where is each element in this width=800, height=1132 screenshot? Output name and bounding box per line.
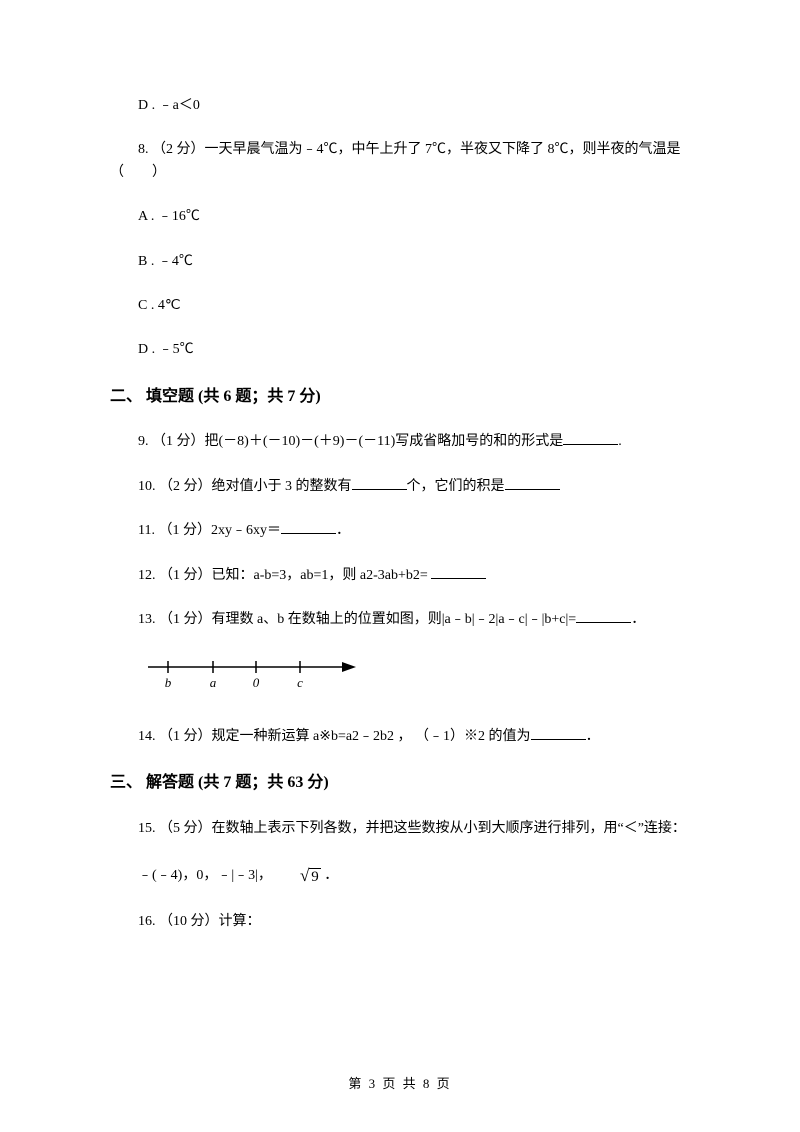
page-footer: 第 3 页 共 8 页 (0, 1073, 800, 1092)
sqrt-value: 9 (309, 868, 321, 885)
q8-opt-d: D . ﹣5℃ (110, 339, 690, 361)
q8-opt-b: B . ﹣4℃ (110, 251, 690, 273)
section-3-title: 三、 解答题 (共 7 题；共 63 分) (110, 770, 690, 796)
q11-text-b: ． (336, 523, 350, 538)
option-d-prev: D . ﹣a＜0 (110, 95, 690, 117)
q14-text-b: ． (586, 729, 600, 744)
q14-text-a: 14. （1 分）规定一种新运算 a※b=a2﹣2b2 ， （﹣1）※2 的值为 (138, 729, 531, 744)
blank (352, 476, 407, 490)
q8-stem: 8. （2 分）一天早晨气温为﹣4℃，中午上升了 7℃，半夜又下降了 8℃，则半… (110, 139, 690, 184)
blank (576, 609, 631, 623)
q15-expr-a: ﹣(﹣4)，0，﹣|﹣3|， (138, 868, 272, 883)
numberline-figure: b a 0 c (138, 653, 690, 703)
q14: 14. （1 分）规定一种新运算 a※b=a2﹣2b2 ， （﹣1）※2 的值为… (110, 726, 690, 748)
q13: 13. （1 分）有理数 a、b 在数轴上的位置如图，则|a﹣b|﹣2|a﹣c|… (110, 609, 690, 631)
svg-text:a: a (210, 675, 217, 690)
blank (531, 726, 586, 740)
q8-opt-a: A . ﹣16℃ (110, 206, 690, 228)
blank (431, 565, 486, 579)
q11: 11. （1 分）2xy﹣6xy＝ ． (110, 520, 690, 542)
q13-text-a: 13. （1 分）有理数 a、b 在数轴上的位置如图，则|a﹣b|﹣2|a﹣c|… (138, 612, 576, 627)
q9: 9. （1 分）把(－8)＋(－10)－(＋9)－(－11)写成省略加号的和的形… (110, 431, 690, 453)
q8-opt-c: C . 4℃ (110, 295, 690, 317)
q15-expr-b: ． (321, 868, 339, 883)
svg-text:c: c (297, 675, 303, 690)
q15-expr: ﹣(﹣4)，0，﹣|﹣3|，√9 ． (110, 862, 690, 889)
svg-text:b: b (165, 675, 172, 690)
blank (281, 520, 336, 534)
q10-text-a: 10. （2 分）绝对值小于 3 的整数有 (138, 479, 352, 494)
section-2-title: 二、 填空题 (共 6 题；共 7 分) (110, 384, 690, 410)
q10-text-b: 个，它们的积是 (407, 479, 505, 494)
sqrt-icon: √9 (272, 862, 321, 889)
q11-text-a: 11. （1 分）2xy﹣6xy＝ (138, 523, 281, 538)
q12: 12. （1 分）已知：a-b=3，ab=1，则 a2-3ab+b2= (110, 565, 690, 587)
q9-text-b: . (618, 434, 622, 449)
q13-text-b: ． (631, 612, 645, 627)
q10: 10. （2 分）绝对值小于 3 的整数有 个，它们的积是 (110, 476, 690, 498)
q12-text-a: 12. （1 分）已知：a-b=3，ab=1，则 a2-3ab+b2= (138, 568, 431, 583)
blank (563, 431, 618, 445)
q15: 15. （5 分）在数轴上表示下列各数，并把这些数按从小到大顺序进行排列，用“＜… (110, 818, 690, 840)
svg-text:0: 0 (253, 675, 260, 690)
q9-text-a: 9. （1 分）把(－8)＋(－10)－(＋9)－(－11)写成省略加号的和的形… (138, 434, 563, 449)
blank (505, 476, 560, 490)
q16: 16. （10 分）计算： (110, 911, 690, 933)
